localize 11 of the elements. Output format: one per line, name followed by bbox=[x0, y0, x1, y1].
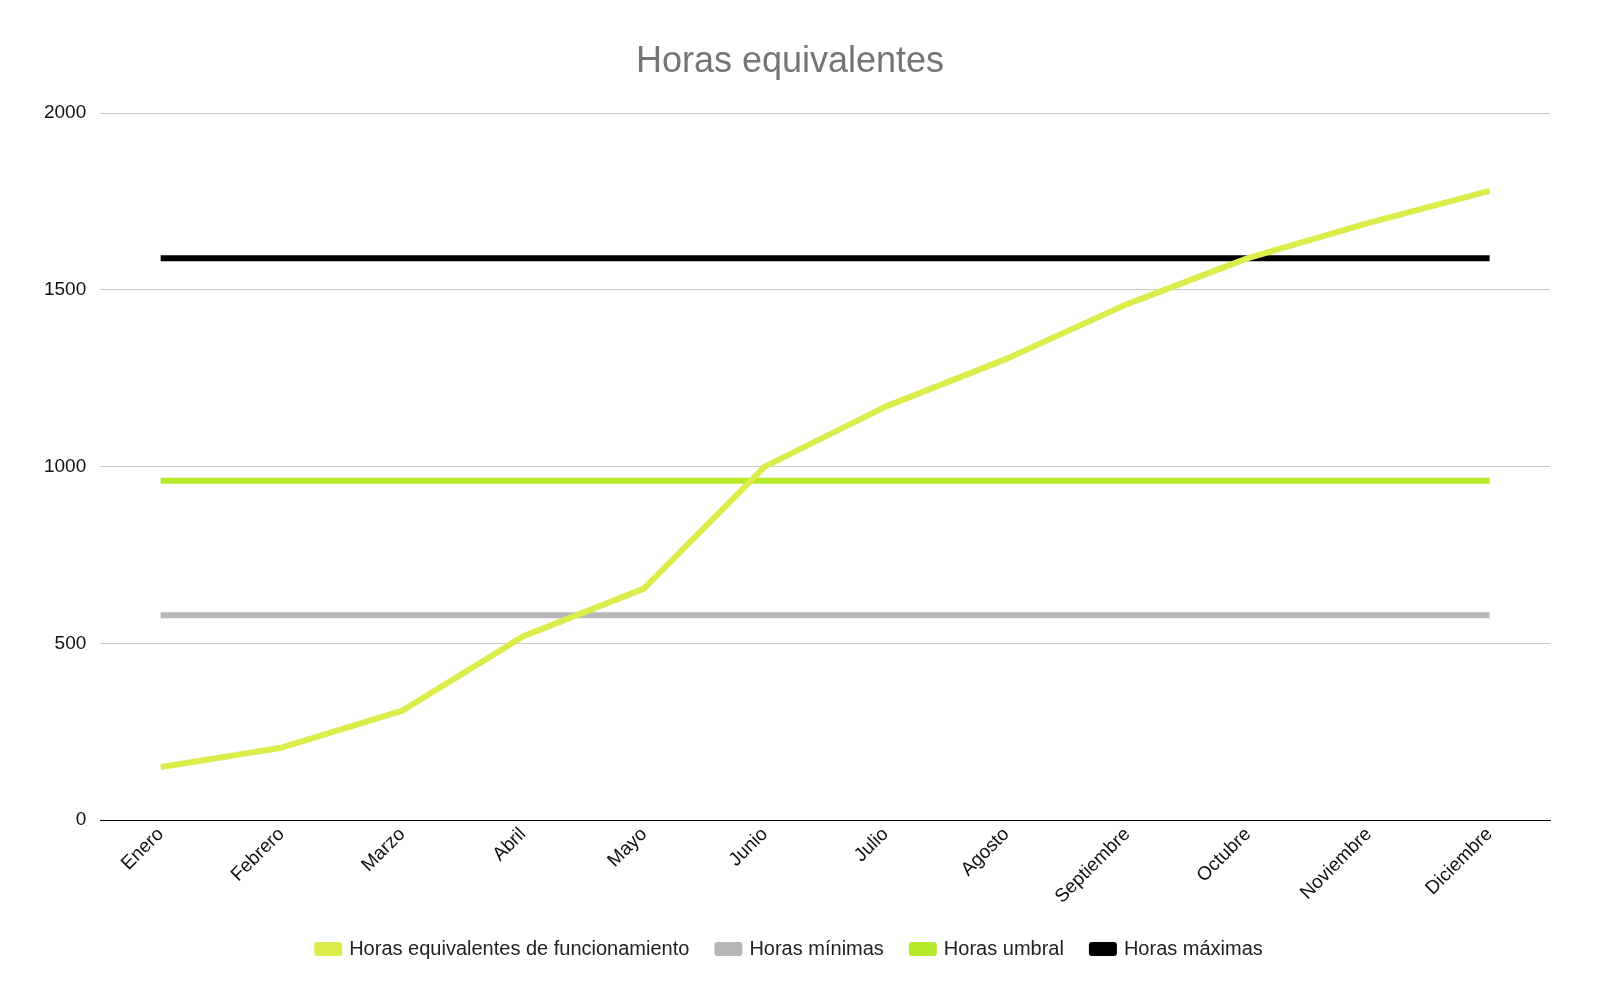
y-tick-label: 500 bbox=[54, 631, 87, 653]
y-tick-label: 1500 bbox=[43, 278, 87, 300]
x-tick-label: Julio bbox=[849, 822, 893, 866]
legend-label: Horas mínimas bbox=[749, 936, 884, 959]
legend-label: Horas umbral bbox=[943, 936, 1064, 959]
y-tick-label: 1000 bbox=[43, 454, 87, 476]
legend-label: Horas equivalentes de funcionamiento bbox=[349, 936, 690, 959]
y-tick-label: 0 bbox=[75, 808, 87, 830]
legend-label: Horas máximas bbox=[1123, 936, 1263, 959]
y-tick-label: 2000 bbox=[43, 101, 87, 123]
chart-title: Horas equivalentes bbox=[635, 38, 945, 80]
